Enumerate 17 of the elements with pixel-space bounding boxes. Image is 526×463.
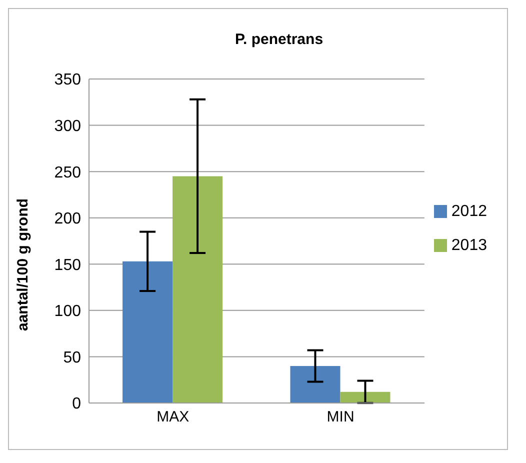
y-axis-title: aantal/100 g grond <box>14 198 32 331</box>
y-tick-label: 50 <box>63 349 82 366</box>
x-tick-label: MAX <box>156 408 190 426</box>
bar <box>122 261 173 403</box>
legend-label: 2013 <box>451 237 487 254</box>
bar <box>172 176 223 403</box>
y-tick-label: 350 <box>54 72 82 89</box>
y-tick-label: 0 <box>72 396 82 413</box>
legend-label: 2012 <box>451 203 487 220</box>
y-tick-label: 250 <box>54 164 82 182</box>
y-tick-label: 300 <box>54 118 82 135</box>
y-tick-label: 100 <box>54 303 82 320</box>
y-tick-label: 200 <box>54 210 82 228</box>
x-tick-label: MIN <box>326 408 354 426</box>
y-tick-label: 150 <box>54 256 82 274</box>
chart-title: P. penetrans <box>234 31 324 48</box>
bar <box>290 366 340 403</box>
